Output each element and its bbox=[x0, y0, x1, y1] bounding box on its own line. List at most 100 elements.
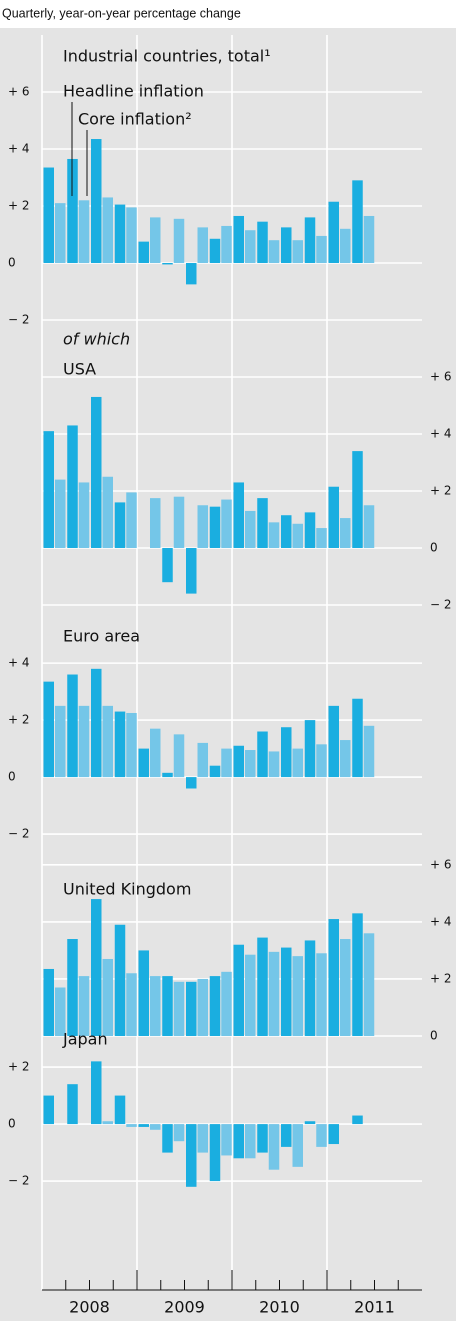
y-tick-label: + 6 bbox=[8, 85, 30, 99]
x-tick-label: 2011 bbox=[354, 1298, 395, 1317]
panel-title: Euro area bbox=[63, 627, 140, 646]
bar bbox=[67, 939, 78, 1036]
header-bg bbox=[0, 0, 456, 28]
bar bbox=[328, 919, 339, 1036]
bar bbox=[114, 1095, 126, 1125]
y-tick-label: + 2 bbox=[430, 971, 452, 985]
bar bbox=[281, 727, 292, 778]
labels: − 2 0 + 2 + 4 + 6 Industrial countries, total… bbox=[8, 47, 452, 1317]
bar bbox=[363, 725, 375, 778]
bar bbox=[316, 1124, 327, 1147]
bar bbox=[328, 705, 339, 778]
y-tick-label: + 2 bbox=[8, 1060, 30, 1074]
bar bbox=[268, 951, 280, 1036]
bar bbox=[91, 668, 102, 778]
bar bbox=[150, 976, 161, 1036]
y-tick-label: + 4 bbox=[8, 142, 30, 156]
bar bbox=[304, 720, 316, 778]
y-tick-label: + 4 bbox=[8, 656, 30, 670]
bar bbox=[78, 976, 90, 1036]
bar bbox=[138, 1124, 149, 1127]
bar bbox=[91, 1061, 102, 1125]
bar bbox=[233, 215, 244, 263]
bar bbox=[268, 751, 280, 778]
bar bbox=[257, 498, 268, 548]
bar bbox=[173, 981, 185, 1036]
bar bbox=[245, 954, 256, 1036]
y-tick-label: + 4 bbox=[430, 427, 452, 441]
bar bbox=[67, 1084, 78, 1125]
bar bbox=[245, 1124, 256, 1159]
y-tick-label: + 2 bbox=[8, 199, 30, 213]
bar bbox=[352, 1115, 363, 1125]
bar bbox=[209, 976, 221, 1036]
bar bbox=[245, 510, 256, 548]
x-tick-label: 2008 bbox=[69, 1298, 110, 1317]
bar bbox=[233, 944, 244, 1036]
bar bbox=[114, 711, 126, 778]
bar bbox=[197, 742, 208, 778]
bar bbox=[43, 167, 54, 263]
bar bbox=[114, 204, 126, 263]
subtitle: Quarterly, year-on-year percentage chang… bbox=[2, 6, 241, 20]
bar bbox=[197, 978, 208, 1036]
bar bbox=[292, 523, 303, 548]
bar bbox=[126, 1124, 137, 1127]
y-tick-label: 0 bbox=[430, 541, 438, 555]
bar bbox=[292, 240, 303, 263]
bar bbox=[281, 515, 292, 548]
bar bbox=[43, 968, 54, 1036]
bar bbox=[268, 522, 280, 548]
bar bbox=[233, 1124, 244, 1159]
panel-title: United Kingdom bbox=[63, 880, 191, 899]
bar bbox=[173, 734, 185, 778]
bar bbox=[197, 1124, 208, 1153]
bar bbox=[150, 1124, 161, 1130]
y-tick-label: − 2 bbox=[8, 827, 30, 841]
bar bbox=[209, 238, 221, 263]
y-tick-label: + 2 bbox=[8, 713, 30, 727]
bar bbox=[197, 505, 208, 548]
bar bbox=[67, 674, 78, 778]
panel-title: USA bbox=[63, 360, 96, 379]
bar bbox=[186, 1124, 197, 1187]
bar bbox=[162, 263, 173, 265]
bar bbox=[43, 431, 54, 548]
bar bbox=[340, 740, 351, 778]
bar bbox=[78, 482, 90, 548]
bar bbox=[352, 698, 363, 778]
y-tick-label: 0 bbox=[430, 1029, 438, 1043]
panel-note: of which bbox=[63, 330, 130, 349]
bar bbox=[363, 933, 375, 1036]
bar bbox=[102, 476, 113, 548]
bar bbox=[78, 705, 90, 778]
bar bbox=[173, 496, 185, 548]
bar bbox=[221, 225, 232, 263]
bar bbox=[173, 1124, 185, 1142]
bar bbox=[352, 451, 363, 548]
bar bbox=[281, 227, 292, 263]
bar bbox=[55, 479, 66, 548]
y-tick-label: + 2 bbox=[430, 484, 452, 498]
bar bbox=[138, 748, 149, 778]
bar bbox=[162, 976, 173, 1036]
bar bbox=[43, 1095, 54, 1125]
bar bbox=[126, 492, 137, 548]
y-tick-label: + 4 bbox=[430, 914, 452, 928]
bar bbox=[257, 937, 268, 1036]
bar bbox=[257, 221, 268, 263]
bar bbox=[186, 777, 197, 789]
y-tick-label: 0 bbox=[8, 770, 16, 784]
bar bbox=[102, 197, 113, 263]
bar bbox=[67, 158, 78, 263]
bar bbox=[138, 950, 149, 1036]
bar bbox=[173, 218, 185, 263]
bar bbox=[352, 180, 363, 263]
bar bbox=[257, 1124, 268, 1153]
x-tick-label: 2009 bbox=[164, 1298, 205, 1317]
bar bbox=[316, 235, 327, 263]
bar bbox=[43, 681, 54, 778]
bar bbox=[150, 728, 161, 778]
bar bbox=[162, 548, 173, 583]
bar bbox=[102, 705, 113, 778]
